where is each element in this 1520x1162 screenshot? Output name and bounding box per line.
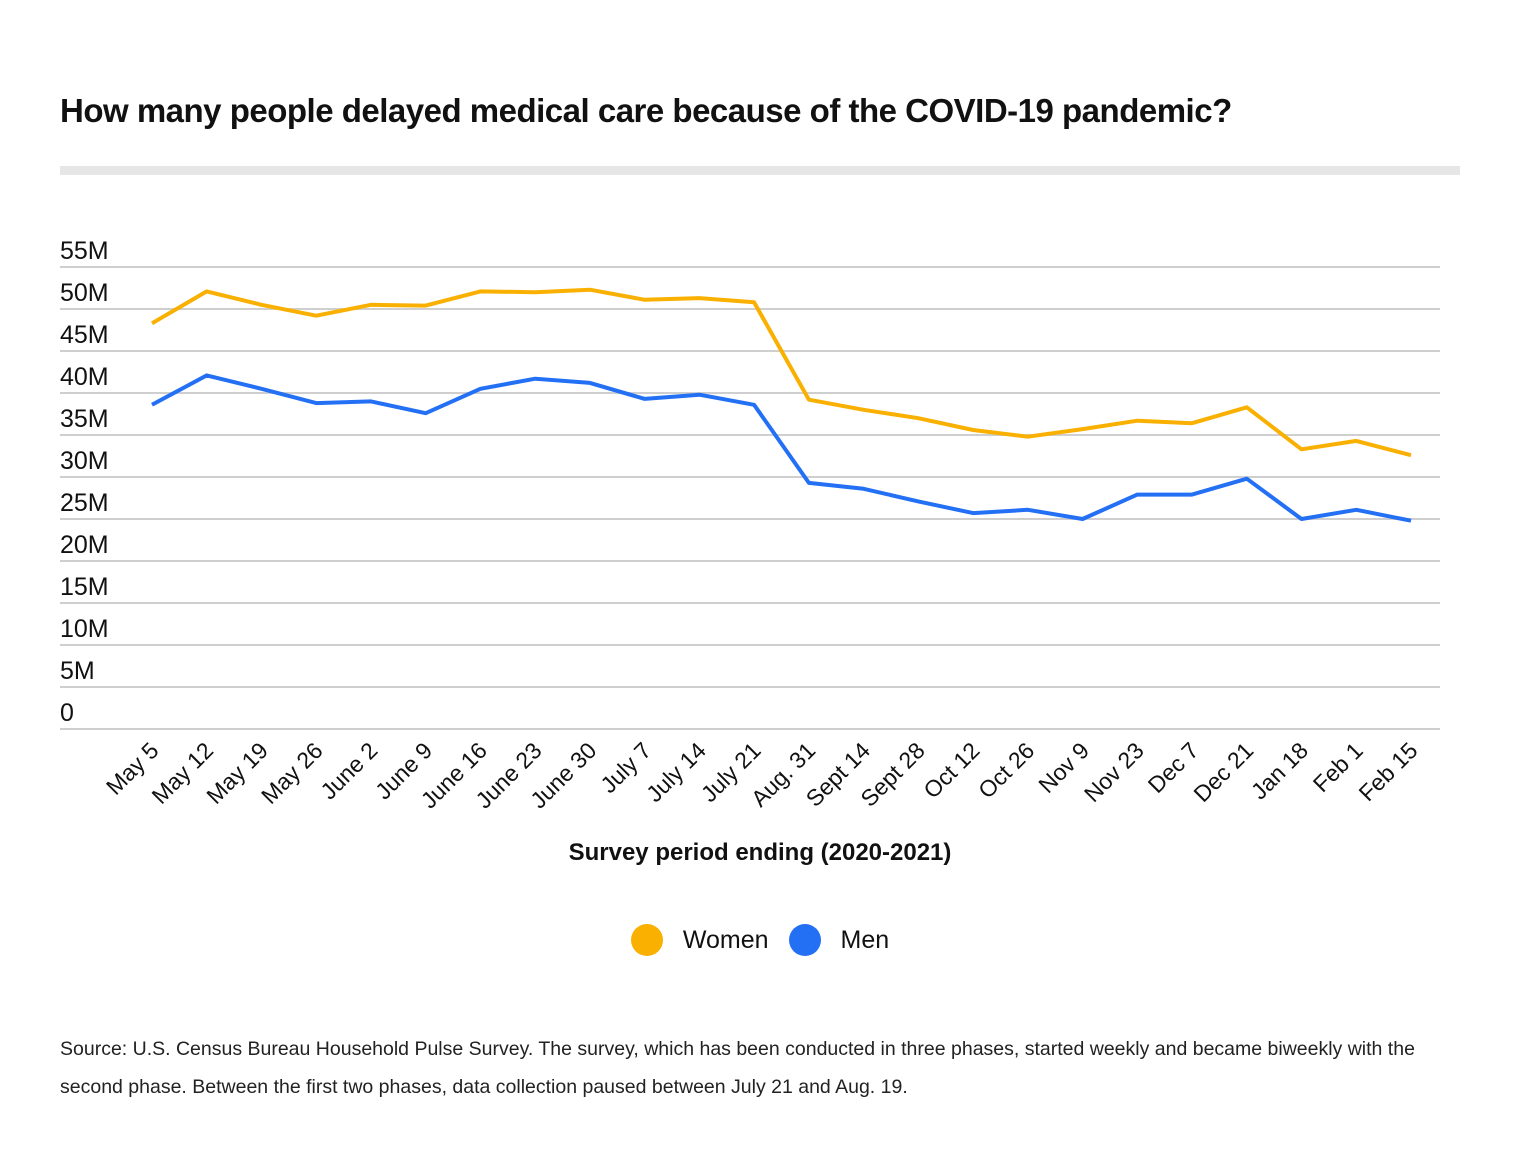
x-tick-label: Oct 26 bbox=[973, 737, 1039, 803]
x-tick-label: June 2 bbox=[315, 737, 382, 804]
x-tick-label: May 26 bbox=[256, 737, 328, 809]
y-tick-label: 10M bbox=[60, 615, 109, 643]
x-tick-label: Feb 15 bbox=[1354, 737, 1423, 806]
legend-swatch-men bbox=[788, 924, 821, 956]
series-line-women bbox=[150, 287, 1412, 458]
y-tick-label: 5M bbox=[60, 657, 95, 685]
x-tick-label: Dec 21 bbox=[1188, 737, 1258, 807]
y-tick-label: 30M bbox=[60, 447, 109, 475]
x-tick-label: Jan 18 bbox=[1246, 737, 1313, 804]
y-tick-label: 45M bbox=[60, 321, 109, 349]
legend-item-men: Men bbox=[788, 924, 890, 956]
y-tick-label: 0 bbox=[60, 699, 74, 727]
x-axis-title: Survey period ending (2020-2021) bbox=[569, 839, 952, 866]
source-note: Source: U.S. Census Bureau Household Pul… bbox=[60, 1038, 1415, 1098]
x-tick-label: Oct 12 bbox=[918, 737, 984, 803]
y-tick-label: 15M bbox=[60, 573, 109, 601]
legend: Women Men bbox=[0, 924, 1520, 956]
y-tick-label: 25M bbox=[60, 489, 109, 517]
legend-swatch-women bbox=[630, 924, 663, 956]
y-tick-label: 55M bbox=[60, 237, 109, 265]
chart-title: How many people delayed medical care bec… bbox=[60, 92, 1232, 129]
legend-label-men: Men bbox=[840, 925, 890, 954]
y-tick-label: 35M bbox=[60, 405, 109, 433]
x-tick-label: July 14 bbox=[641, 737, 711, 807]
series-line-men bbox=[151, 373, 1412, 523]
y-tick-label: 50M bbox=[60, 279, 109, 307]
y-tick-label: 20M bbox=[60, 531, 109, 559]
y-tick-label: 40M bbox=[60, 363, 109, 391]
title-divider bbox=[60, 166, 1460, 175]
legend-label-women: Women bbox=[682, 925, 769, 954]
legend-item-women: Women bbox=[630, 924, 769, 956]
x-tick-label: Nov 23 bbox=[1079, 737, 1149, 807]
